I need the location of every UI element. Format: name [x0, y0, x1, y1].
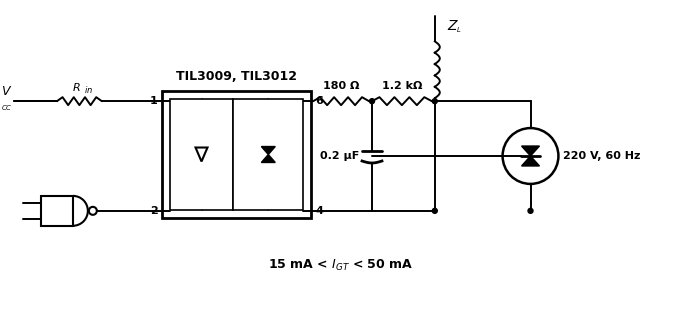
Text: 1.2 kΩ: 1.2 kΩ [382, 81, 422, 91]
Polygon shape [261, 146, 275, 155]
Bar [162, 91, 311, 218]
Text: 4: 4 [315, 206, 323, 216]
Bar [233, 99, 303, 210]
Circle shape [369, 99, 375, 104]
Text: $Z$: $Z$ [447, 19, 459, 33]
Text: 6: 6 [315, 96, 323, 106]
Text: 1: 1 [150, 96, 158, 106]
Circle shape [432, 208, 437, 213]
Polygon shape [261, 155, 275, 162]
Text: $V$: $V$ [1, 85, 12, 98]
Bar [41, 196, 73, 226]
Circle shape [432, 99, 437, 104]
Text: 220 V, 60 Hz: 220 V, 60 Hz [563, 151, 641, 161]
Text: 2: 2 [150, 206, 158, 216]
Text: $_L$: $_L$ [456, 26, 461, 35]
Text: $R$: $R$ [72, 81, 81, 93]
Text: 0.2 μF: 0.2 μF [320, 151, 359, 161]
Bar [170, 99, 233, 210]
Circle shape [528, 208, 533, 213]
Text: TIL3009, TIL3012: TIL3009, TIL3012 [176, 70, 297, 83]
Text: 15 mA < $I_{GT}$ < 50 mA: 15 mA < $I_{GT}$ < 50 mA [269, 258, 414, 273]
Polygon shape [521, 156, 540, 166]
Text: ${in}$: ${in}$ [84, 84, 94, 95]
Text: 180 Ω: 180 Ω [323, 81, 359, 91]
Text: $_{CC}$: $_{CC}$ [1, 103, 12, 113]
Polygon shape [521, 146, 540, 156]
